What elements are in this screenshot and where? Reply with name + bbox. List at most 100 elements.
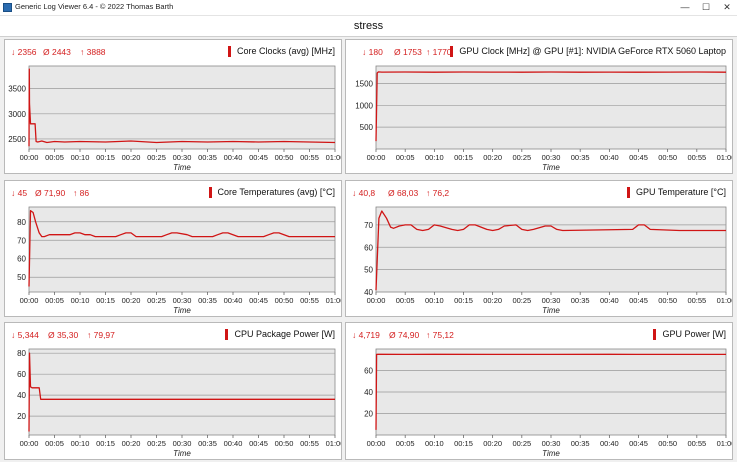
x-tick-label: 00:40 (224, 296, 243, 305)
x-tick-label: 00:25 (512, 153, 531, 162)
panel-core-clocks: ↓ 2356 Ø 2443 ↑ 3888 Core Clocks (avg) [… (4, 39, 342, 174)
y-tick-label: 40 (364, 288, 373, 297)
y-tick-label: 20 (17, 412, 26, 421)
x-axis-label: Time (173, 163, 191, 172)
x-tick-label: 00:45 (629, 153, 648, 162)
stat-max: ↑ 76,2 (426, 188, 450, 198)
stat-max: ↑ 1770 (426, 47, 452, 57)
x-tick-label: 00:05 (45, 296, 64, 305)
stat-avg: Ø 68,03 (388, 188, 419, 198)
log-header: stress (0, 16, 737, 37)
chart-core-temperatures: 50 60 70 80 00:00 00:05 00:10 00:15 00:20 00:25 00… (17, 206, 341, 315)
stat-max: ↑ 79,97 (87, 330, 115, 340)
x-tick-label: 00:05 (396, 153, 415, 162)
x-tick-label: 00:55 (687, 439, 706, 448)
chart-gpu-power: 20 40 60 00:00 00:05 00:10 00:15 00:20 00:25 00:3… (364, 348, 733, 458)
x-tick-label: 00:35 (571, 296, 590, 305)
x-tick-label: 00:25 (147, 296, 166, 305)
x-tick-label: 00:35 (198, 153, 217, 162)
x-tick-label: 00:00 (20, 439, 39, 448)
panel-title: Core Temperatures (avg) [°C] (208, 187, 335, 198)
y-tick-label: 20 (364, 410, 373, 419)
panel-title: Core Clocks (avg) [MHz] (227, 46, 335, 57)
stat-min: ↓ 2356 (11, 47, 37, 57)
x-tick-label: 00:10 (71, 439, 90, 448)
x-tick-label: 01:00 (717, 153, 733, 162)
x-tick-label: 01:00 (326, 439, 342, 448)
x-tick-label: 00:30 (542, 153, 561, 162)
y-tick-label: 3500 (8, 85, 26, 94)
stat-avg: Ø 1753 (394, 47, 422, 57)
chart-gpu-clock: 500 1000 1500 00:00 00:05 00:10 00:15 00:20 00:2… (355, 65, 733, 172)
window-titlebar: Generic Log Viewer 6.4 - © 2022 Thomas B… (0, 0, 737, 16)
x-tick-label: 00:15 (454, 439, 473, 448)
x-tick-label: 00:25 (147, 153, 166, 162)
x-tick-label: 00:45 (629, 296, 648, 305)
series-line (375, 353, 726, 430)
x-tick-label: 00:50 (275, 296, 294, 305)
x-tick-label: 00:00 (367, 439, 386, 448)
x-tick-label: 01:00 (717, 439, 733, 448)
stat-avg: Ø 35,30 (48, 330, 79, 340)
y-tick-label: 1000 (355, 101, 373, 110)
stat-max: ↑ 86 (73, 188, 90, 198)
x-tick-label: 00:10 (425, 439, 444, 448)
x-tick-label: 00:05 (45, 153, 64, 162)
x-tick-label: 00:00 (20, 296, 39, 305)
stat-min: ↓ 5,344 (11, 330, 39, 340)
stat-avg: Ø 71,90 (35, 188, 66, 198)
x-tick-label: 00:45 (629, 439, 648, 448)
x-tick-label: 00:55 (300, 153, 319, 162)
y-tick-label: 60 (17, 370, 26, 379)
plot-area (375, 206, 727, 293)
minimize-button[interactable]: — (680, 2, 690, 12)
x-tick-label: 00:30 (173, 296, 192, 305)
x-tick-label: 00:50 (658, 153, 677, 162)
x-tick-label: 00:25 (512, 296, 531, 305)
y-tick-label: 40 (17, 391, 26, 400)
stat-min: ↓ 45 (11, 188, 28, 198)
panel-gpu-clock: ↓ 180 Ø 1753 ↑ 1770 GPU Clock [MHz] @ GP… (345, 39, 733, 174)
x-tick-label: 00:05 (396, 296, 415, 305)
x-tick-label: 00:00 (367, 296, 386, 305)
panel-gpu-temperature: ↓ 40,8 Ø 68,03 ↑ 76,2 GPU Temperature [°… (345, 180, 733, 317)
x-tick-label: 00:50 (275, 439, 294, 448)
series-line (375, 71, 727, 142)
y-tick-label: 70 (364, 221, 373, 230)
stat-min: ↓ 4,719 (352, 330, 380, 340)
y-tick-label: 500 (360, 123, 374, 132)
panel-title: GPU Clock [MHz] @ GPU [#1]: NVIDIA GeFor… (450, 46, 726, 57)
x-tick-label: 00:30 (542, 439, 561, 448)
x-tick-label: 00:10 (71, 153, 90, 162)
x-tick-label: 00:20 (122, 296, 141, 305)
chart-gpu-temperature: 40 50 60 70 00:00 00:05 00:10 00:15 00:20 00:25 00… (364, 206, 732, 315)
x-tick-label: 00:25 (147, 439, 166, 448)
x-tick-label: 00:35 (198, 439, 217, 448)
x-tick-label: 00:35 (571, 439, 590, 448)
x-tick-label: 00:50 (275, 153, 294, 162)
x-tick-label: 00:05 (45, 439, 64, 448)
x-tick-label: 00:30 (542, 296, 561, 305)
y-tick-label: 60 (364, 367, 373, 376)
x-tick-label: 00:35 (571, 153, 590, 162)
series-line (28, 210, 335, 287)
panel-cpu-package-power: ↓ 5,344 Ø 35,30 ↑ 79,97 CPU Package Powe… (4, 322, 342, 460)
app-icon (3, 3, 12, 12)
plot-area (28, 206, 336, 293)
x-tick-label: 00:50 (658, 439, 677, 448)
window-title: Generic Log Viewer 6.4 - © 2022 Thomas B… (15, 2, 174, 11)
series-line (28, 352, 335, 432)
x-tick-label: 00:20 (483, 439, 502, 448)
maximize-button[interactable]: ☐ (701, 2, 711, 12)
stat-avg: Ø 2443 (43, 47, 71, 57)
x-tick-label: 00:40 (600, 296, 619, 305)
close-button[interactable]: ✕ (723, 2, 731, 12)
x-tick-label: 00:15 (96, 296, 115, 305)
x-tick-label: 00:40 (600, 153, 619, 162)
y-tick-label: 50 (364, 266, 373, 275)
x-tick-label: 00:10 (425, 296, 444, 305)
x-tick-label: 00:20 (483, 153, 502, 162)
x-tick-label: 00:45 (249, 153, 268, 162)
x-tick-label: 00:55 (300, 296, 319, 305)
x-tick-label: 00:45 (249, 439, 268, 448)
